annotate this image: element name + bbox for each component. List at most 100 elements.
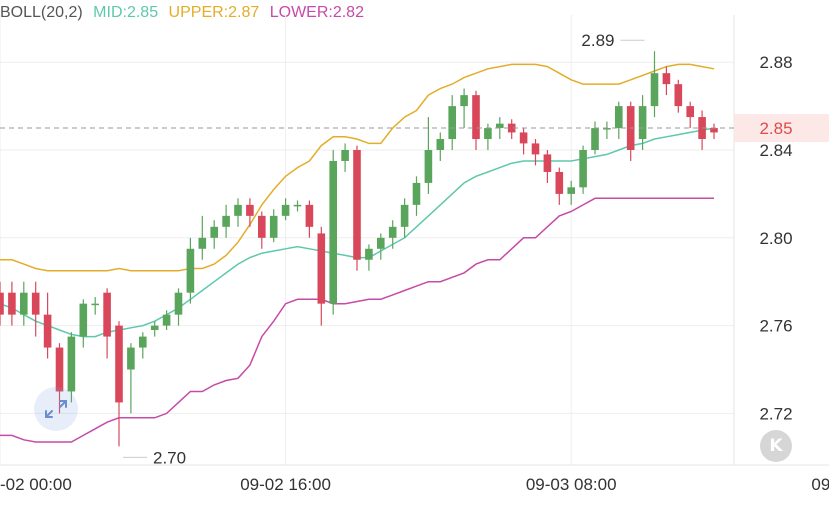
candle-body-40	[472, 95, 480, 140]
candle-body-4	[43, 314, 52, 348]
candle-body-46	[543, 154, 552, 172]
annotations: 2.85 2.89 2.70	[0, 31, 829, 467]
candle-54	[638, 95, 647, 150]
candle-23	[269, 209, 278, 243]
candle-18	[210, 220, 218, 249]
indicator-legend: BOLL(20,2) MID:2.85 UPPER:2.87 LOWER:2.8…	[0, 2, 370, 24]
candle-body-57	[674, 84, 683, 107]
candle-60	[710, 123, 718, 140]
candle-3	[31, 281, 40, 337]
reset-icon: K	[769, 436, 783, 456]
candle-body-15	[174, 292, 183, 315]
chart-grid	[0, 15, 829, 466]
candle-20	[234, 198, 242, 227]
candle-33	[388, 220, 397, 249]
expand-button[interactable]	[34, 387, 78, 431]
candle-37	[436, 132, 445, 161]
candle-35	[412, 176, 421, 216]
candle-47	[555, 167, 564, 205]
candle-body-14	[162, 314, 171, 326]
candle-body-44	[519, 132, 528, 144]
reset-view-button[interactable]: K	[760, 430, 792, 462]
candle-17	[198, 215, 207, 260]
candle-body-39	[460, 95, 468, 107]
candle-body-51	[603, 128, 611, 130]
candle-body-18	[210, 226, 218, 238]
y-tick-label-0: 2.72	[759, 404, 792, 423]
candle-58	[686, 101, 694, 129]
x-axis: -02 00:00 09-02 16:00 09-03 08:00 09-04 00:…	[0, 475, 829, 494]
candle-body-36	[424, 150, 433, 183]
candle-body-8	[91, 303, 99, 306]
candle-25	[293, 200, 302, 212]
candle-body-3	[31, 292, 40, 315]
candle-36	[424, 117, 433, 194]
candle-body-7	[79, 303, 88, 337]
candles	[0, 51, 718, 447]
y-tick-label-3: 2.84	[759, 141, 792, 160]
candle-43	[507, 119, 516, 140]
candle-44	[519, 128, 528, 155]
legend-indicator: BOLL(20,2)	[0, 4, 83, 21]
low-annotation-label: 2.70	[153, 448, 186, 467]
x-tick-label-2: 09-03 08:00	[526, 475, 617, 494]
candle-body-1	[8, 292, 16, 315]
candle-body-41	[484, 128, 492, 140]
candle-51	[603, 121, 611, 140]
legend-upper: UPPER:2.87	[168, 4, 260, 21]
candle-26	[305, 200, 314, 238]
candle-body-2	[20, 292, 28, 315]
candle-body-22	[258, 215, 266, 238]
candle-38	[448, 95, 456, 150]
candle-49	[579, 145, 587, 194]
candle-9	[103, 288, 111, 359]
candle-body-31	[365, 248, 373, 260]
candle-body-30	[353, 150, 361, 260]
candle-body-17	[198, 237, 207, 249]
candle-body-5	[55, 347, 64, 392]
candle-7	[79, 299, 88, 348]
current-price-tag	[734, 114, 829, 143]
candle-52	[615, 101, 623, 140]
candle-2	[20, 281, 28, 326]
x-tick-label-1: 09-02 16:00	[240, 475, 331, 494]
candle-body-43	[507, 123, 516, 133]
band-upper	[0, 63, 715, 272]
candle-45	[531, 139, 540, 166]
candle-30	[353, 145, 361, 271]
candle-13	[150, 321, 159, 337]
candle-0	[0, 281, 4, 326]
candle-15	[174, 288, 183, 326]
y-tick-label-1: 2.76	[759, 317, 792, 336]
candle-body-28	[329, 160, 337, 304]
candle-body-27	[317, 233, 326, 304]
candle-body-29	[341, 150, 349, 161]
candle-1	[8, 281, 16, 326]
candle-29	[341, 143, 349, 172]
candle-56	[662, 66, 671, 96]
candle-12	[139, 332, 147, 359]
candle-14	[162, 310, 171, 330]
candle-body-47	[555, 171, 564, 194]
candle-40	[472, 90, 480, 150]
candle-39	[460, 88, 468, 129]
candle-body-6	[67, 336, 76, 392]
candle-body-60	[710, 128, 718, 133]
candle-19	[222, 204, 230, 238]
candle-body-50	[591, 128, 599, 150]
candle-body-19	[222, 215, 230, 227]
candle-6	[67, 332, 76, 403]
candle-body-49	[579, 150, 587, 188]
candle-body-25	[293, 204, 302, 207]
candle-body-37	[436, 139, 445, 150]
candle-body-24	[281, 204, 290, 216]
current-price-label: 2.85	[759, 119, 792, 138]
candle-16	[186, 237, 195, 304]
candle-55	[650, 51, 659, 118]
candle-body-20	[234, 204, 242, 216]
y-tick-label-4: 2.88	[759, 53, 792, 72]
candle-21	[246, 198, 254, 227]
candle-body-38	[448, 106, 456, 140]
candle-57	[674, 79, 683, 113]
